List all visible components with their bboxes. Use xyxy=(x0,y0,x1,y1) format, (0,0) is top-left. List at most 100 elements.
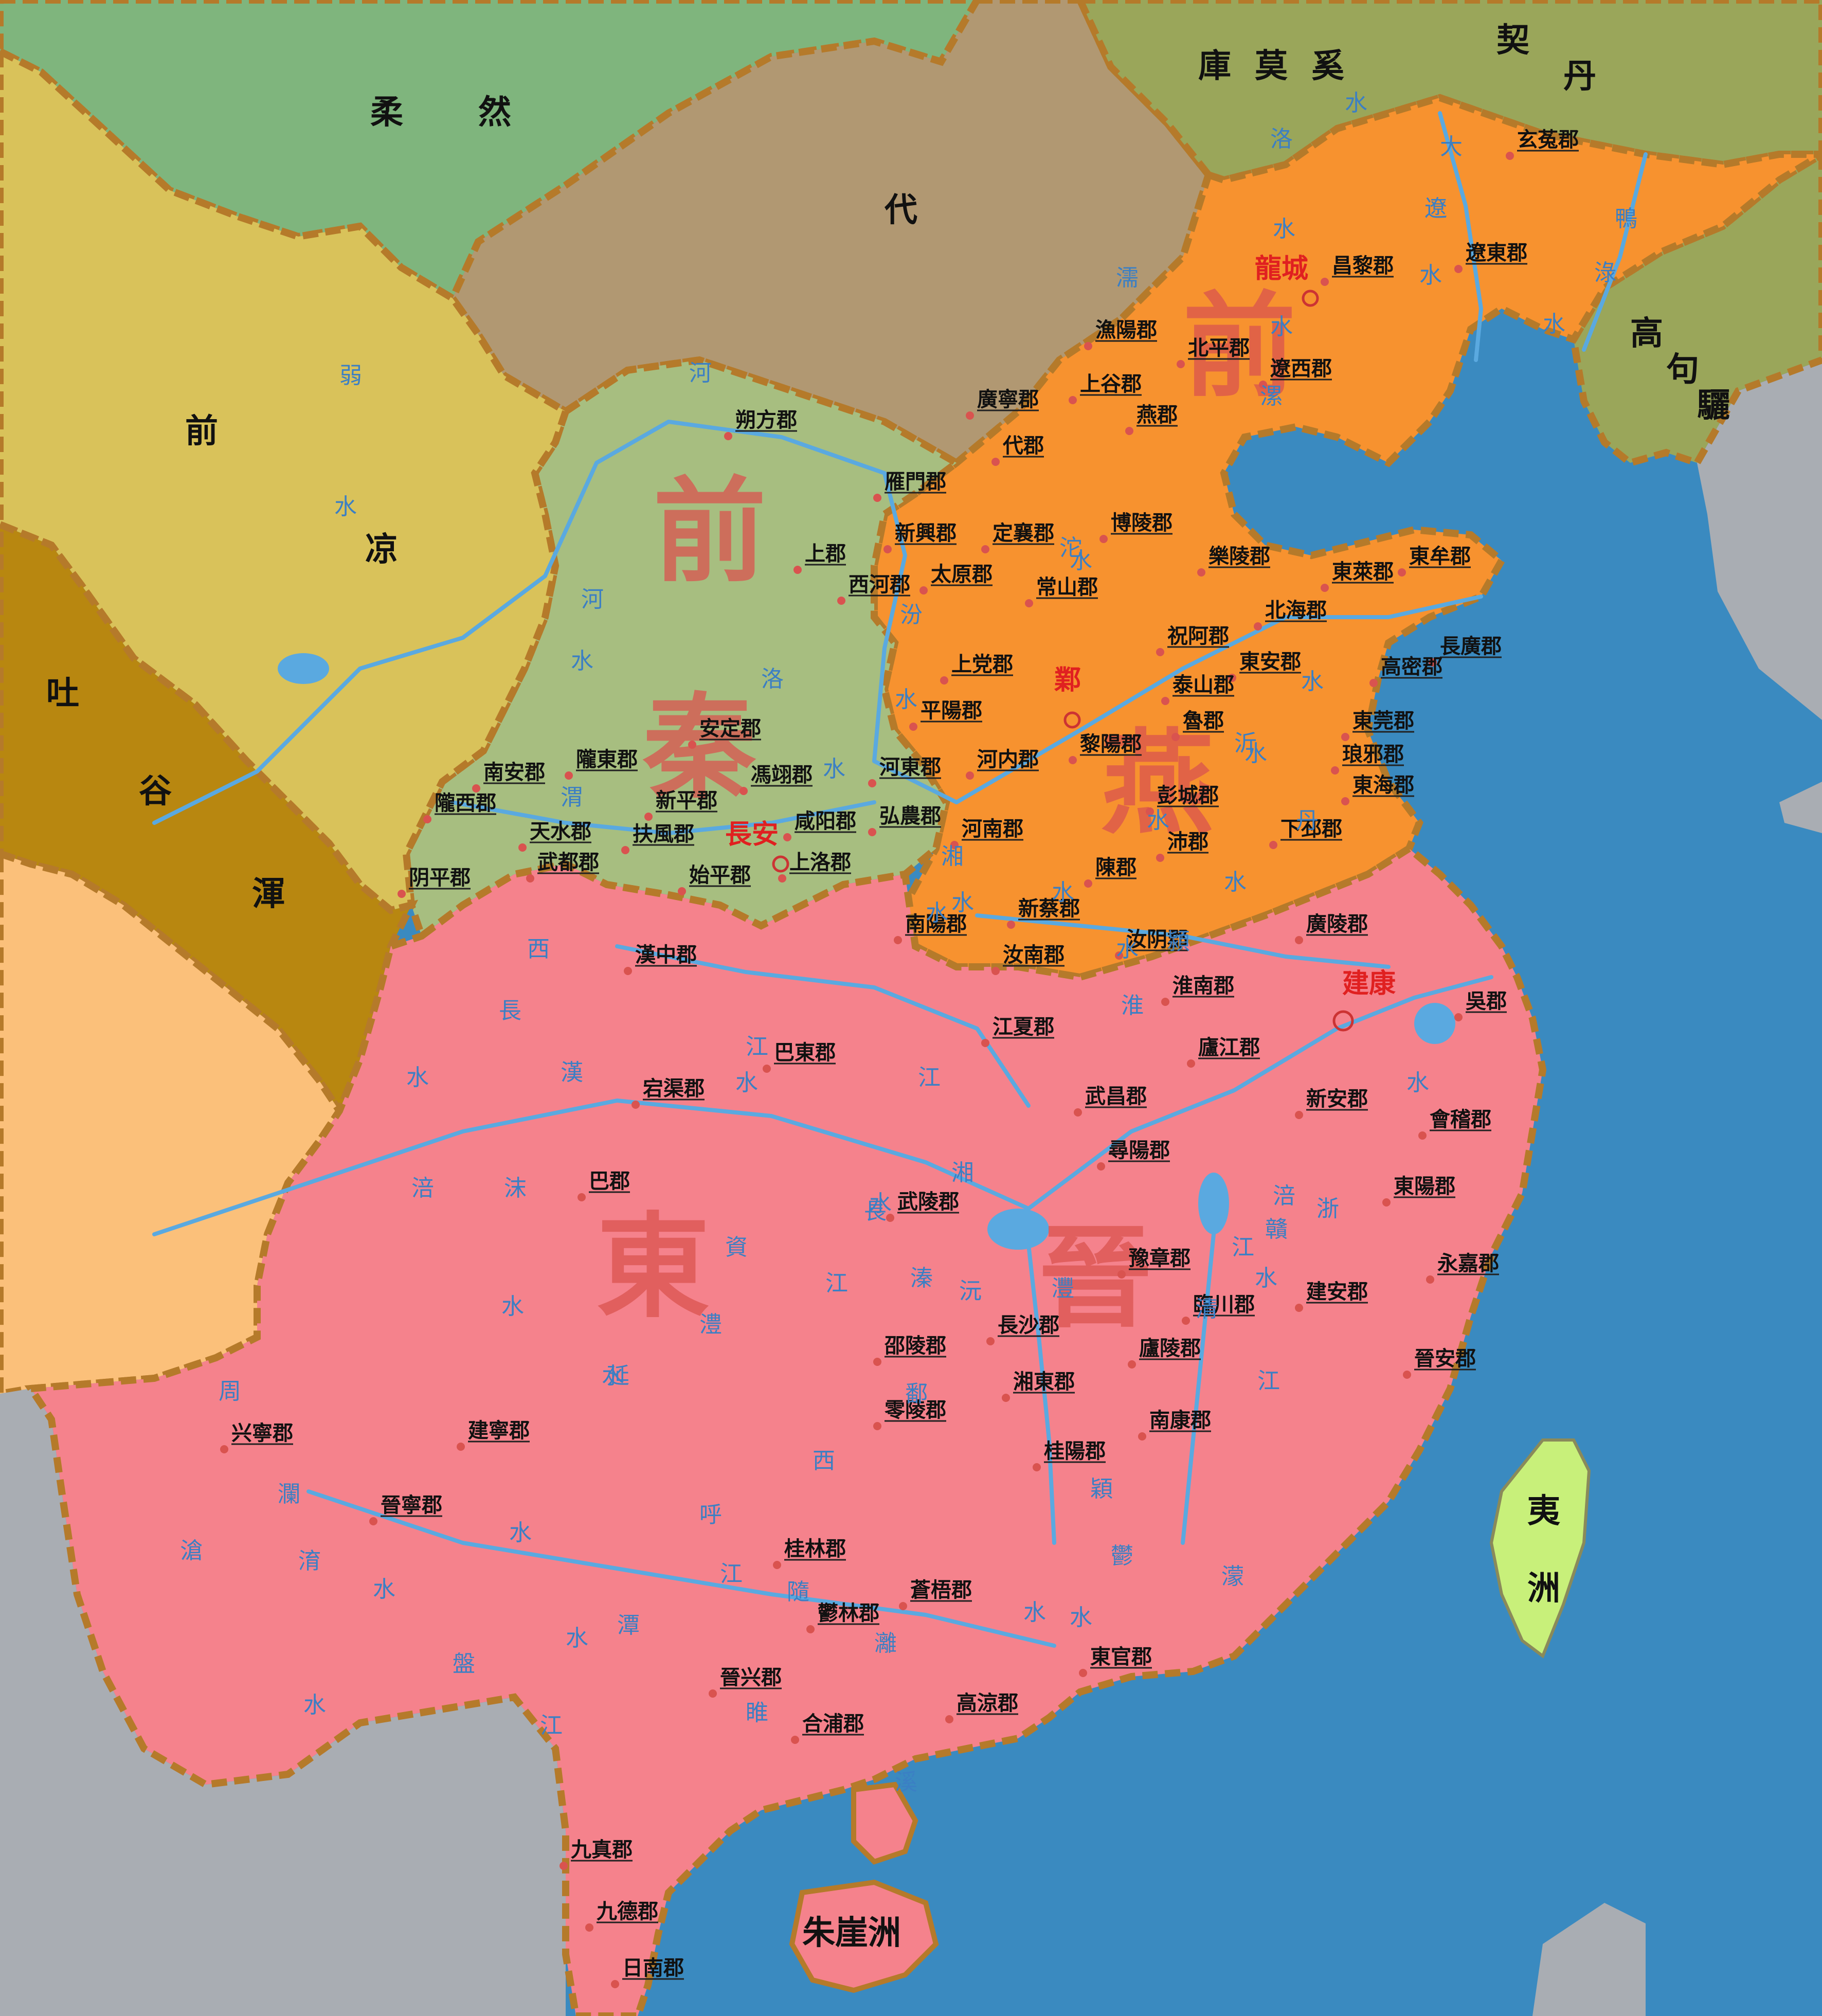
commandery-dot xyxy=(1254,622,1262,631)
river-label: 長 xyxy=(499,998,521,1024)
capital-ye: 鄴 xyxy=(1054,664,1081,729)
commandery-dot xyxy=(899,1602,907,1610)
river-label: 水 xyxy=(1116,936,1139,962)
commandery-name: 遼東郡 xyxy=(1466,241,1527,265)
commandery-label: 祝阿郡 xyxy=(1156,624,1229,656)
commandery-dot xyxy=(1295,1111,1303,1119)
commandery-dot xyxy=(1084,879,1092,888)
commandery-name: 太原郡 xyxy=(931,562,993,586)
river-label: 河 xyxy=(689,360,712,386)
commandery-label: 代郡 xyxy=(991,434,1044,466)
commandery-name: 沛郡 xyxy=(1167,830,1208,854)
commandery-dot xyxy=(644,813,653,821)
river-label: 河 xyxy=(581,586,604,613)
commandery-name: 桂陽郡 xyxy=(1044,1439,1106,1463)
commandery-label: 日南郡 xyxy=(611,1956,684,1988)
commandery-dot xyxy=(981,1039,989,1047)
river-label: 水 xyxy=(1345,90,1367,116)
river-label: 大 xyxy=(1440,134,1463,160)
commandery-name: 東官郡 xyxy=(1090,1645,1152,1669)
commandery-dot xyxy=(791,1736,799,1744)
commandery-name: 漢中郡 xyxy=(635,943,697,967)
kingdom-yizhou-1: 夷 xyxy=(1527,1492,1560,1531)
river-label: 弱 xyxy=(339,363,362,389)
commandery-label: 臨川郡 xyxy=(1182,1292,1255,1325)
river-label: 清 xyxy=(1196,1296,1218,1322)
commandery-name: 泰山郡 xyxy=(1172,673,1234,697)
commandery-label: 東牟郡 xyxy=(1398,544,1471,577)
commandery-dot xyxy=(1146,807,1154,816)
commandery-name: 博陵郡 xyxy=(1111,511,1172,535)
commandery-name: 武陵郡 xyxy=(897,1190,959,1214)
kingdom-kumoxi-1: 庫 xyxy=(1198,47,1231,85)
commandery-dot xyxy=(1259,381,1267,389)
commandery-dot xyxy=(886,1214,894,1222)
commandery-layer: 朔方郡上郡西河郡雁門郡新興郡太原郡定襄郡常山郡代郡廣寧郡上谷郡燕郡漁陽郡北平郡遼… xyxy=(220,128,1579,1988)
commandery-name: 邵陵郡 xyxy=(884,1334,946,1358)
kingdom-rouran-2: 然 xyxy=(478,93,511,132)
commandery-name: 東萊郡 xyxy=(1332,560,1394,584)
commandery-label: 安定郡 xyxy=(688,716,761,749)
river-label: 灃 xyxy=(1052,1275,1074,1302)
commandery-label: 燕郡 xyxy=(1125,403,1178,435)
commandery-dot xyxy=(763,1065,771,1073)
river-label: 穎 xyxy=(1090,1476,1113,1502)
commandery-label: 湘東郡 xyxy=(1002,1370,1075,1402)
commandery-label: 新安郡 xyxy=(1295,1087,1368,1119)
kingdom-khitan-1: 契 xyxy=(1496,21,1529,60)
commandery-dot xyxy=(883,545,892,553)
commandery-label: 九德郡 xyxy=(585,1899,658,1932)
kingdom-dai: 代 xyxy=(884,191,917,229)
commandery-dot xyxy=(783,833,791,841)
commandery-dot xyxy=(1138,1432,1146,1441)
commandery-name: 南陽郡 xyxy=(905,912,967,936)
commandery-dot xyxy=(526,874,534,883)
commandery-dot xyxy=(1125,427,1133,435)
commandery-name: 上党郡 xyxy=(951,652,1013,676)
river-label: 江 xyxy=(918,1065,941,1091)
commandery-name: 河東郡 xyxy=(879,755,941,779)
river-label: 水 xyxy=(869,1191,892,1217)
commandery-name: 廬陵郡 xyxy=(1139,1336,1201,1360)
state-qin-char1: 前 xyxy=(653,464,766,598)
river-label: 江 xyxy=(540,1713,563,1739)
commandery-dot xyxy=(1097,1162,1105,1171)
commandery-name: 九真郡 xyxy=(571,1838,633,1862)
lake-poyang xyxy=(1198,1173,1229,1234)
commandery-name: 武昌郡 xyxy=(1085,1084,1147,1108)
commandery-label: 太原郡 xyxy=(919,562,993,595)
river-label: 遼 xyxy=(1424,195,1447,222)
river-label: 滄 xyxy=(180,1538,203,1564)
commandery-dot xyxy=(1341,797,1349,805)
commandery-name: 兴寧郡 xyxy=(231,1421,293,1445)
river-label: 水 xyxy=(1273,216,1295,242)
commandery-label: 隴西郡 xyxy=(423,791,496,823)
commandery-name: 武都郡 xyxy=(537,850,599,874)
kingdom-goguryeo-1: 高 xyxy=(1630,314,1663,353)
commandery-name: 巴東郡 xyxy=(774,1040,836,1065)
commandery-dot xyxy=(1187,1059,1195,1068)
river-label: 瀾 xyxy=(278,1481,300,1507)
river-label: 水 xyxy=(1419,262,1442,289)
commandery-name: 永嘉郡 xyxy=(1437,1251,1499,1275)
commandery-name: 豫章郡 xyxy=(1129,1246,1190,1270)
commandery-dot xyxy=(966,771,974,780)
commandery-dot xyxy=(991,458,1000,466)
commandery-name: 昌黎郡 xyxy=(1332,254,1394,278)
kingdom-kumoxi-3: 奚 xyxy=(1311,47,1344,85)
river-label: 水 xyxy=(895,687,917,713)
commandery-dot xyxy=(688,741,696,749)
commandery-label: 上党郡 xyxy=(940,652,1013,685)
commandery-name: 日南郡 xyxy=(622,1956,684,1980)
commandery-dot xyxy=(1115,951,1123,960)
region-eastern-jin xyxy=(24,844,1547,2016)
commandery-name: 東安郡 xyxy=(1239,650,1301,674)
commandery-label: 汝南郡 xyxy=(991,943,1065,975)
commandery-name: 晉安郡 xyxy=(1414,1346,1476,1371)
commandery-label: 玄菟郡 xyxy=(1506,128,1579,160)
river-label: 長 xyxy=(864,1198,887,1225)
commandery-name: 祝阿郡 xyxy=(1167,624,1229,648)
commandery-label: 新興郡 xyxy=(883,521,957,553)
commandery-dot xyxy=(678,887,686,895)
river-label: 溱 xyxy=(910,1265,933,1291)
